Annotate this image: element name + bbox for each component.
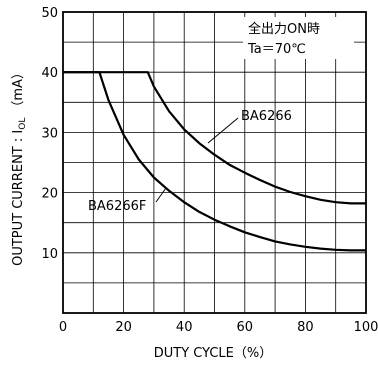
x-tick-label: 80 xyxy=(297,320,314,335)
series-leader-ba6266f xyxy=(155,187,167,203)
y-axis-title-main: OUTPUT CURRENT : I xyxy=(11,130,26,266)
y-tick-label: 40 xyxy=(41,66,58,81)
series-label-ba6266f: BA6266F xyxy=(88,199,146,214)
x-tick-label: 40 xyxy=(176,320,193,335)
x-tick-label: 0 xyxy=(59,320,67,335)
y-tick-label: 50 xyxy=(41,6,58,21)
curves xyxy=(63,71,366,252)
annotation-box xyxy=(243,17,354,59)
y-tick-label: 30 xyxy=(41,126,58,141)
series-line-ba6266f xyxy=(63,71,366,252)
grid xyxy=(63,12,366,313)
x-tick-label: 20 xyxy=(115,320,132,335)
y-tick-label: 10 xyxy=(41,247,58,262)
y-axis-title: OUTPUT CURRENT : IOL （mA） xyxy=(11,66,28,266)
series-leader-ba6266 xyxy=(207,117,239,144)
annotation-mode: 全出力ON時 xyxy=(248,21,320,37)
series-label-ba6266: BA6266 xyxy=(241,109,292,124)
annotation-temperature: Ta＝70℃ xyxy=(247,42,306,57)
series-line-ba6266 xyxy=(63,71,366,205)
plot-frame-layer xyxy=(62,11,367,314)
y-axis-title-subscript: OL xyxy=(18,118,28,130)
x-axis-title: DUTY CYCLE（%） xyxy=(154,346,273,361)
x-tick-label: 100 xyxy=(354,320,378,335)
y-axis-title-unit: （mA） xyxy=(11,66,26,114)
tick-labels: 0 20 40 60 80 100 10 20 30 40 50 xyxy=(41,6,378,335)
y-tick-label: 20 xyxy=(41,187,58,202)
x-tick-label: 60 xyxy=(237,320,254,335)
plot-frame xyxy=(62,11,367,314)
